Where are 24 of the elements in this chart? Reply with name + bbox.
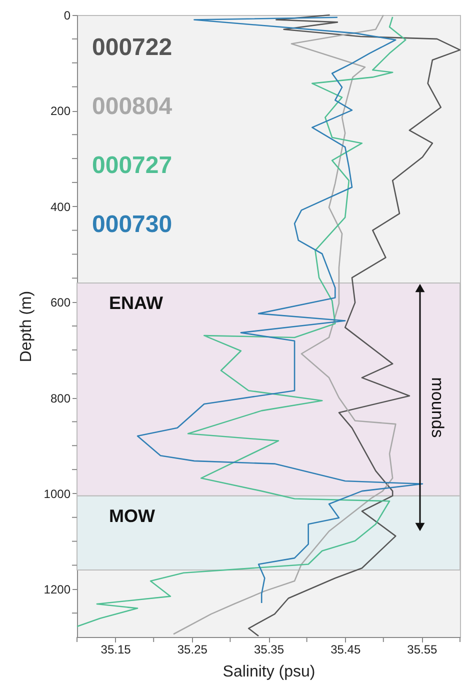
x-tick-label: 35.25	[177, 642, 208, 656]
text: 000722	[92, 34, 172, 61]
y-tick-label: 600	[50, 296, 71, 310]
y-tick-label: 400	[50, 200, 71, 214]
x-tick-label: 35.35	[254, 642, 284, 656]
x-tick-label: 35.15	[100, 642, 132, 656]
x-axis-title: Salinity (psu)	[222, 664, 316, 680]
x-tick-label: 35.55	[407, 642, 438, 656]
line-series	[248, 14, 461, 637]
y-axis-title: Depth (m)	[18, 290, 35, 362]
line-series	[172, 14, 396, 635]
y-tick-label: 0	[64, 8, 71, 22]
band-label: MOW	[109, 506, 155, 526]
band-label: ENAW	[109, 292, 164, 313]
text: 000730	[92, 211, 172, 238]
x-tick-label: 35.45	[330, 642, 361, 656]
y-tick-label: 800	[50, 391, 71, 406]
y-tick-label: 200	[50, 104, 71, 118]
text: 000727	[92, 152, 172, 179]
line-series	[76, 16, 406, 628]
y-tick-label: 1000	[44, 486, 71, 501]
y-tick-label: 1200	[44, 582, 71, 597]
annotation: mounds	[428, 377, 447, 438]
text: 000804	[92, 93, 173, 120]
